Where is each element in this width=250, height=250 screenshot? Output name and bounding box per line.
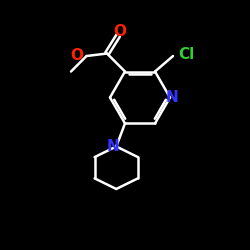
Text: N: N [166, 90, 178, 105]
Text: O: O [70, 48, 84, 63]
Text: N: N [107, 139, 120, 154]
Text: Cl: Cl [178, 47, 195, 62]
Text: O: O [113, 24, 126, 38]
